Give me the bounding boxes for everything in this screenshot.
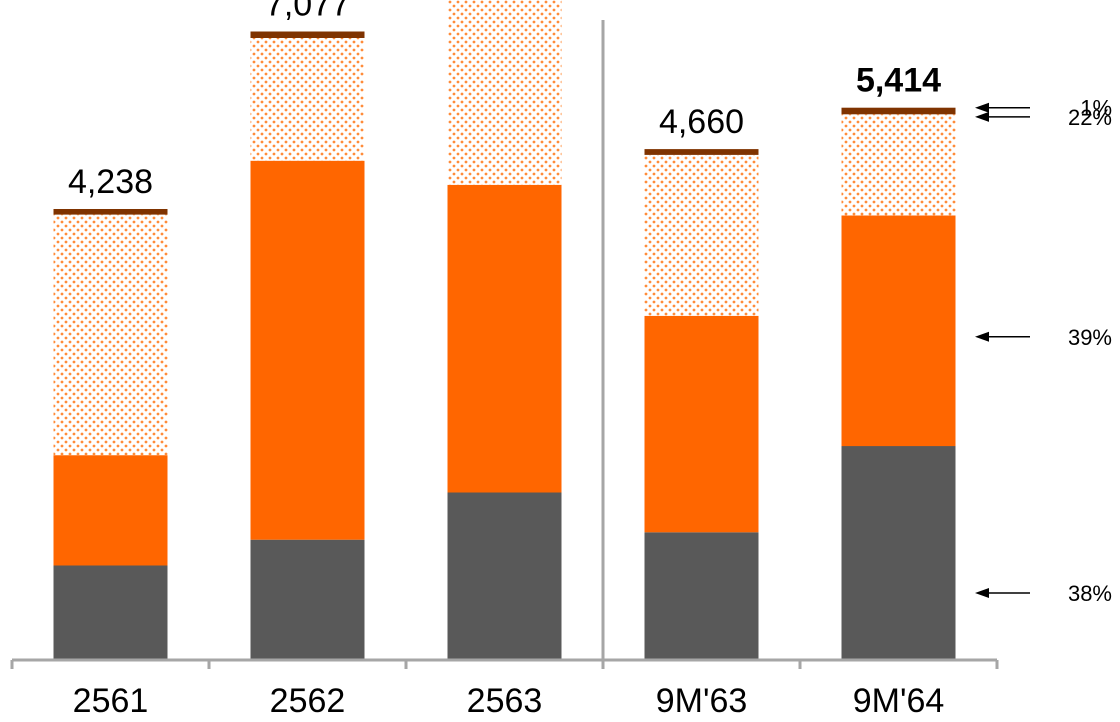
bar-segment-1-2 xyxy=(250,539,365,660)
bar-segment-4-1 xyxy=(53,209,168,215)
share-annotation-3: 39% xyxy=(1068,325,1112,350)
annotation-arrowhead-3 xyxy=(975,331,989,342)
bar-segment-3-1 xyxy=(53,214,168,456)
bar-segment-1-1 xyxy=(53,565,168,660)
bar-segment-2-2 xyxy=(250,160,365,540)
bar-segment-1-3 xyxy=(447,492,562,660)
bar-segment-1-5 xyxy=(841,446,956,660)
share-annotation-2: 22% xyxy=(1068,105,1112,130)
bar-segment-2-1 xyxy=(53,455,168,566)
bar-segment-4-5 xyxy=(841,107,956,115)
bar-segment-4-4 xyxy=(644,149,759,155)
bar-segment-2-4 xyxy=(644,315,759,533)
category-label-4: 9M'63 xyxy=(656,682,748,720)
total-label-4: 4,660 xyxy=(659,103,744,141)
bar-segment-3-5 xyxy=(841,114,956,216)
total-label-5: 5,414 xyxy=(856,62,941,100)
bar-segment-3-4 xyxy=(644,154,759,316)
bar-segment-2-5 xyxy=(841,215,956,447)
total-label-2: 7,077 xyxy=(265,0,350,24)
bar-segment-3-3 xyxy=(447,0,562,185)
bar-segment-3-2 xyxy=(250,38,365,161)
annotation-arrowhead-1 xyxy=(975,102,989,113)
share-annotation-4: 38% xyxy=(1068,581,1112,606)
share-annotation-1: 1% xyxy=(1080,96,1112,121)
bar-segment-2-3 xyxy=(447,184,562,493)
category-label-2: 2562 xyxy=(270,682,346,720)
annotation-arrowhead-4 xyxy=(975,588,989,598)
category-label-1: 2561 xyxy=(73,682,149,720)
bar-segment-1-4 xyxy=(644,532,759,660)
bar-segment-4-2 xyxy=(250,31,365,38)
category-label-5: 9M'64 xyxy=(853,682,945,720)
category-label-3: 2563 xyxy=(467,682,543,720)
total-label-1: 4,238 xyxy=(68,163,153,201)
annotation-arrowhead-2 xyxy=(975,111,989,122)
